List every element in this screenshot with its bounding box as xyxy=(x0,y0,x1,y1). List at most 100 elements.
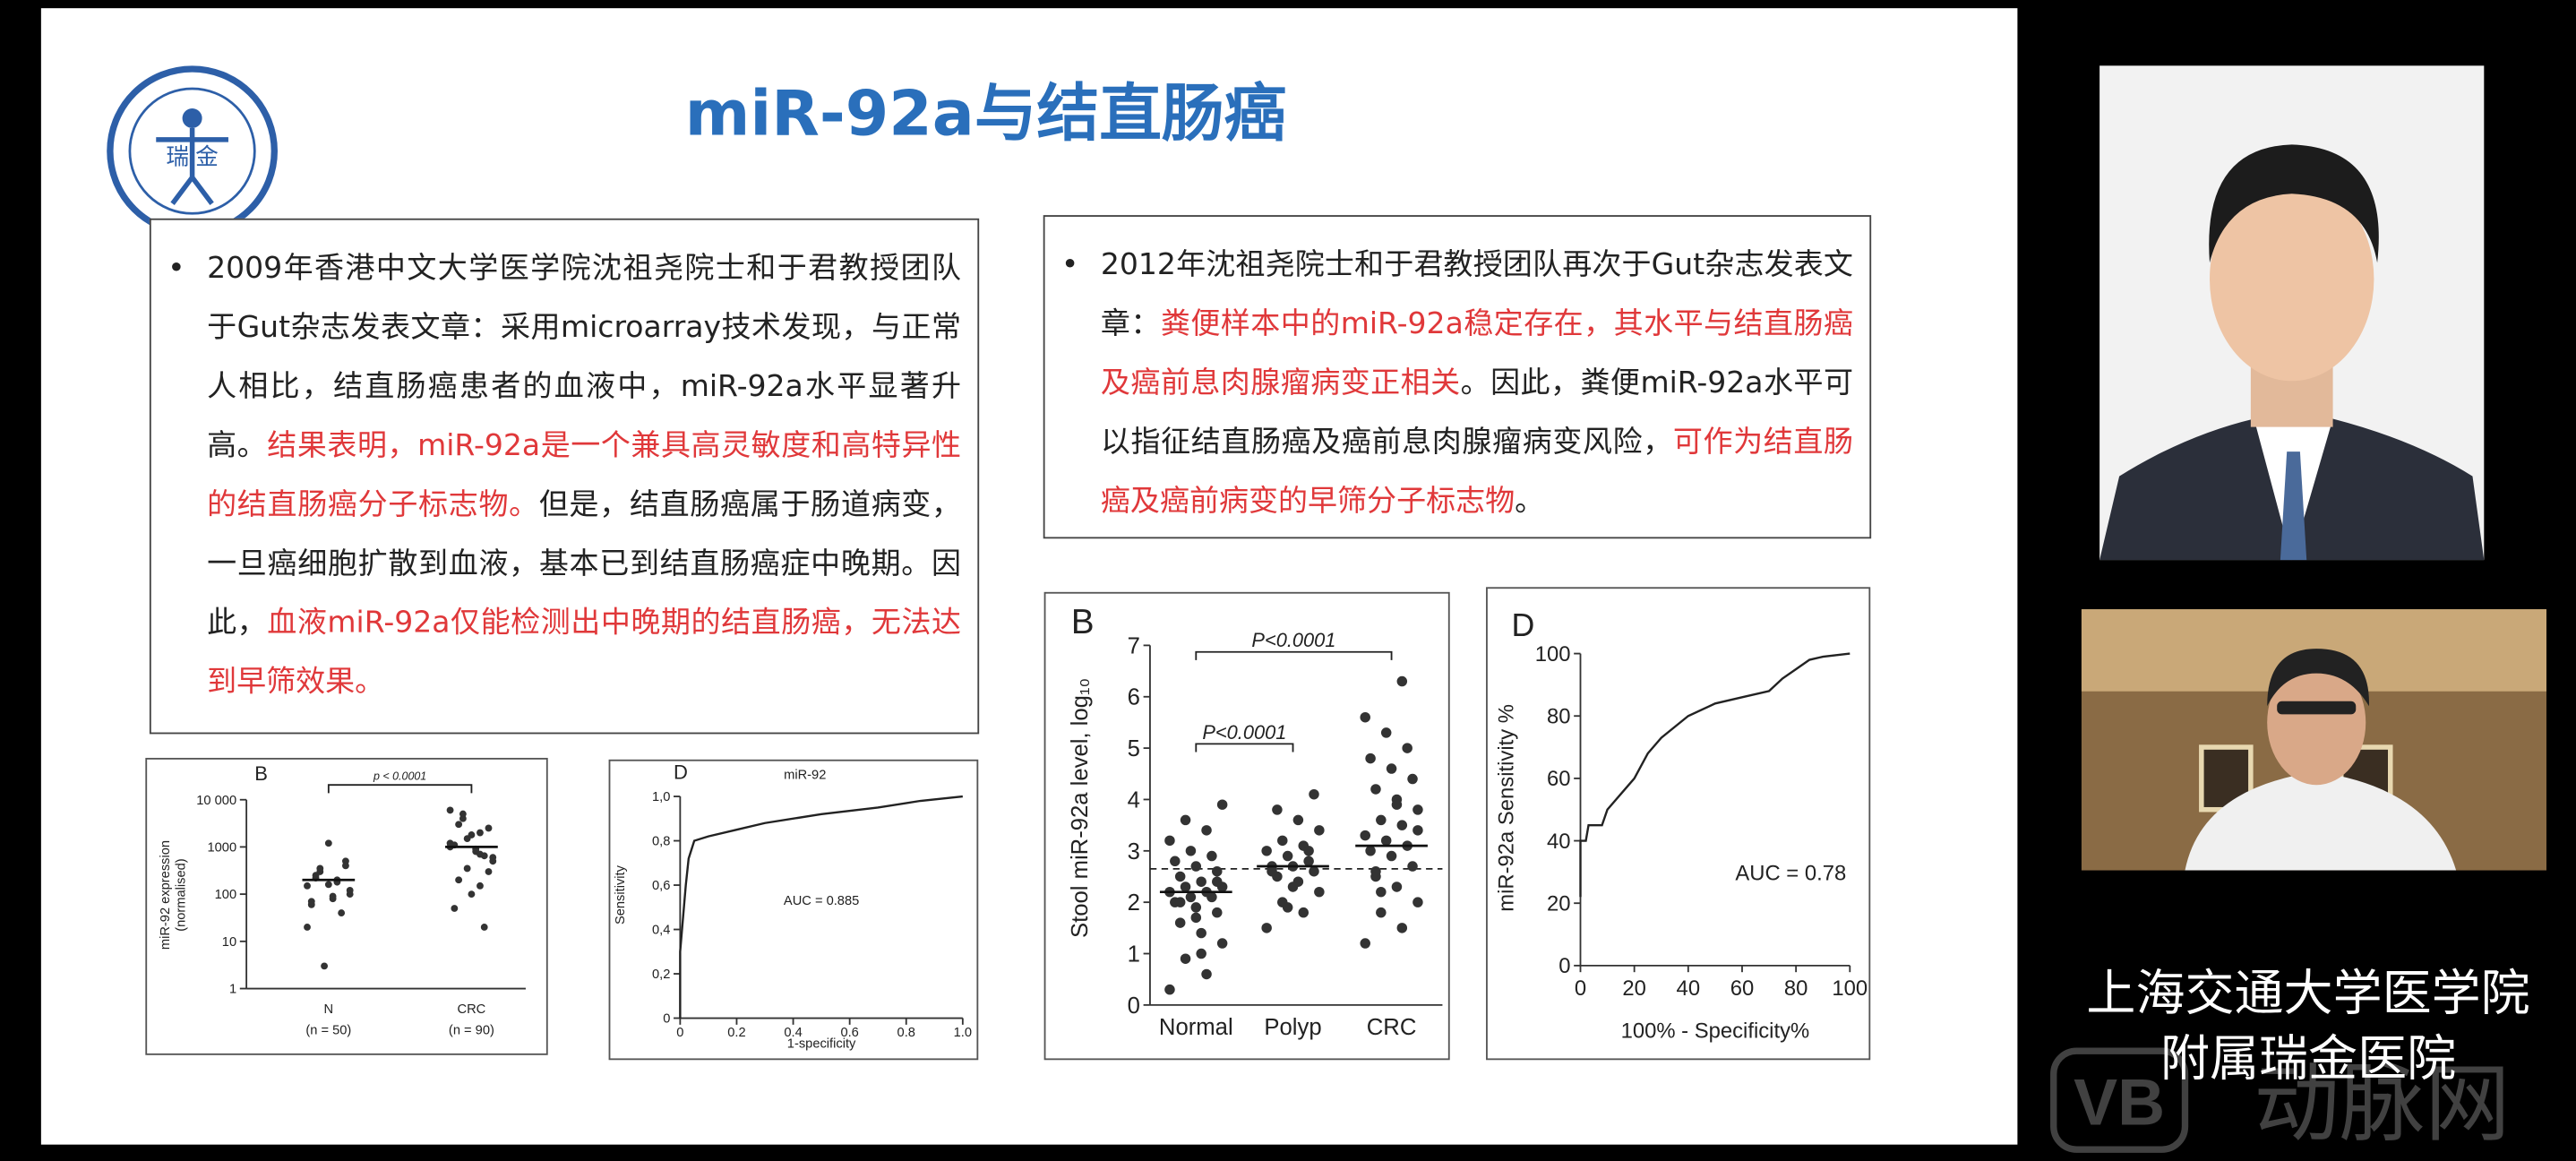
text-segment: 结果表明，miR-92a是一个兼具高灵敏度和高特异性的结直肠癌分子标志物。 xyxy=(207,428,962,522)
y-axis-label: miR-92 expression xyxy=(159,840,173,950)
data-point xyxy=(485,868,493,875)
data-point xyxy=(455,821,463,829)
y-tick-label: 1 xyxy=(1128,942,1140,967)
data-point xyxy=(1370,784,1381,795)
data-point xyxy=(1174,871,1186,882)
annotation: P<0.0001 xyxy=(1251,629,1335,651)
data-point xyxy=(1277,835,1288,847)
text-segment: 。 xyxy=(1515,484,1545,520)
data-point xyxy=(324,881,332,889)
data-point xyxy=(1360,830,1370,841)
watermark: VB 动脉网 xyxy=(2050,1047,2511,1153)
text-segment: 血液miR-92a仅能检测出中晚期的结直肠癌，无法达到早筛效果。 xyxy=(207,606,962,700)
data-point xyxy=(1376,886,1387,898)
data-point xyxy=(1201,825,1212,836)
data-point xyxy=(338,909,346,917)
x-tick-label: 0 xyxy=(676,1026,683,1040)
data-point xyxy=(1267,866,1277,877)
data-point xyxy=(1190,861,1202,872)
annotation: AUC = 0.885 xyxy=(784,894,859,908)
video-feed xyxy=(2081,609,2547,871)
x-tick-label: Polyp xyxy=(1264,1015,1321,1040)
y-axis-label: miR-92a Sensitivity % xyxy=(1494,704,1518,912)
x-tick-label: 0.6 xyxy=(840,1026,858,1040)
bracket xyxy=(327,784,473,794)
panel-label: B xyxy=(1071,603,1095,641)
data-point xyxy=(468,890,476,899)
speaker-photo xyxy=(2099,65,2485,561)
y-tick-label: 40 xyxy=(1547,830,1571,854)
caption: 附属瑞金医院 xyxy=(2160,1031,2457,1089)
x-tick-label: CRC xyxy=(458,1002,486,1017)
data-point xyxy=(304,882,311,890)
data-point xyxy=(1212,876,1223,887)
data-point xyxy=(1201,968,1212,980)
y-tick-label: 0,2 xyxy=(652,968,670,982)
figure-frame xyxy=(1043,591,1450,1061)
data-point xyxy=(1212,907,1223,918)
data-point xyxy=(1164,835,1175,847)
data-point xyxy=(1386,850,1397,862)
x-tick-label: 60 xyxy=(1730,976,1755,1001)
data-point xyxy=(1185,846,1197,856)
y-tick-label: 10 000 xyxy=(196,794,236,808)
data-point xyxy=(1309,866,1319,877)
data-point xyxy=(1365,846,1376,856)
data-point xyxy=(1391,799,1403,810)
y-tick-label: 0,6 xyxy=(652,879,670,893)
data-point xyxy=(1216,799,1228,810)
data-point xyxy=(316,864,324,873)
data-point xyxy=(329,892,337,900)
data-point xyxy=(485,824,493,832)
data-point xyxy=(1407,861,1418,872)
data-point xyxy=(1380,727,1392,738)
y-tick-label: 0,8 xyxy=(652,835,670,849)
data-point xyxy=(1180,882,1191,892)
x-tick-label: 0.2 xyxy=(727,1026,745,1040)
data-point xyxy=(1282,850,1293,862)
y-tick-label: 10 xyxy=(222,935,236,950)
data-point xyxy=(1303,856,1314,867)
annotation: P<0.0001 xyxy=(1202,721,1286,744)
data-point xyxy=(1196,876,1206,887)
data-point xyxy=(1174,917,1186,928)
x-axis-label: 1-specificity xyxy=(787,1037,856,1052)
data-point xyxy=(489,854,497,862)
x-tick-label: 40 xyxy=(1677,976,1701,1001)
data-point xyxy=(342,862,349,870)
panel-label: D xyxy=(674,761,688,783)
data-point xyxy=(1185,891,1197,903)
data-point xyxy=(1292,814,1304,826)
x-tick-label: 0 xyxy=(1575,976,1586,1001)
data-point xyxy=(1386,763,1397,774)
y-tick-label: 5 xyxy=(1128,736,1140,761)
data-point xyxy=(1360,938,1370,949)
data-point xyxy=(1196,927,1206,939)
data-point xyxy=(477,829,484,837)
data-point xyxy=(1391,882,1403,892)
x-tick-label: 100 xyxy=(1832,976,1868,1001)
data-point xyxy=(1180,953,1191,964)
data-point xyxy=(1206,850,1217,862)
data-point xyxy=(1413,804,1423,815)
data-point xyxy=(468,831,476,838)
y-tick-label: 0 xyxy=(663,1012,670,1027)
figure-frame xyxy=(1486,587,1871,1061)
y-tick-label: 0 xyxy=(1128,993,1140,1019)
figure-frame xyxy=(608,759,979,1061)
y-tick-label: 1000 xyxy=(208,841,237,856)
y-tick-label: 20 xyxy=(1547,892,1571,916)
data-point xyxy=(480,852,488,860)
roc-curve xyxy=(1579,652,1850,898)
data-point xyxy=(1376,814,1387,826)
data-point xyxy=(1370,866,1381,877)
data-point xyxy=(1174,897,1186,907)
data-point xyxy=(1298,907,1309,918)
data-point xyxy=(446,806,454,814)
y-tick-label: 100 xyxy=(215,888,236,902)
y-tick-label: 2 xyxy=(1128,890,1140,916)
figure-frame xyxy=(145,757,548,1055)
data-point xyxy=(1376,907,1387,918)
data-point xyxy=(346,887,354,894)
